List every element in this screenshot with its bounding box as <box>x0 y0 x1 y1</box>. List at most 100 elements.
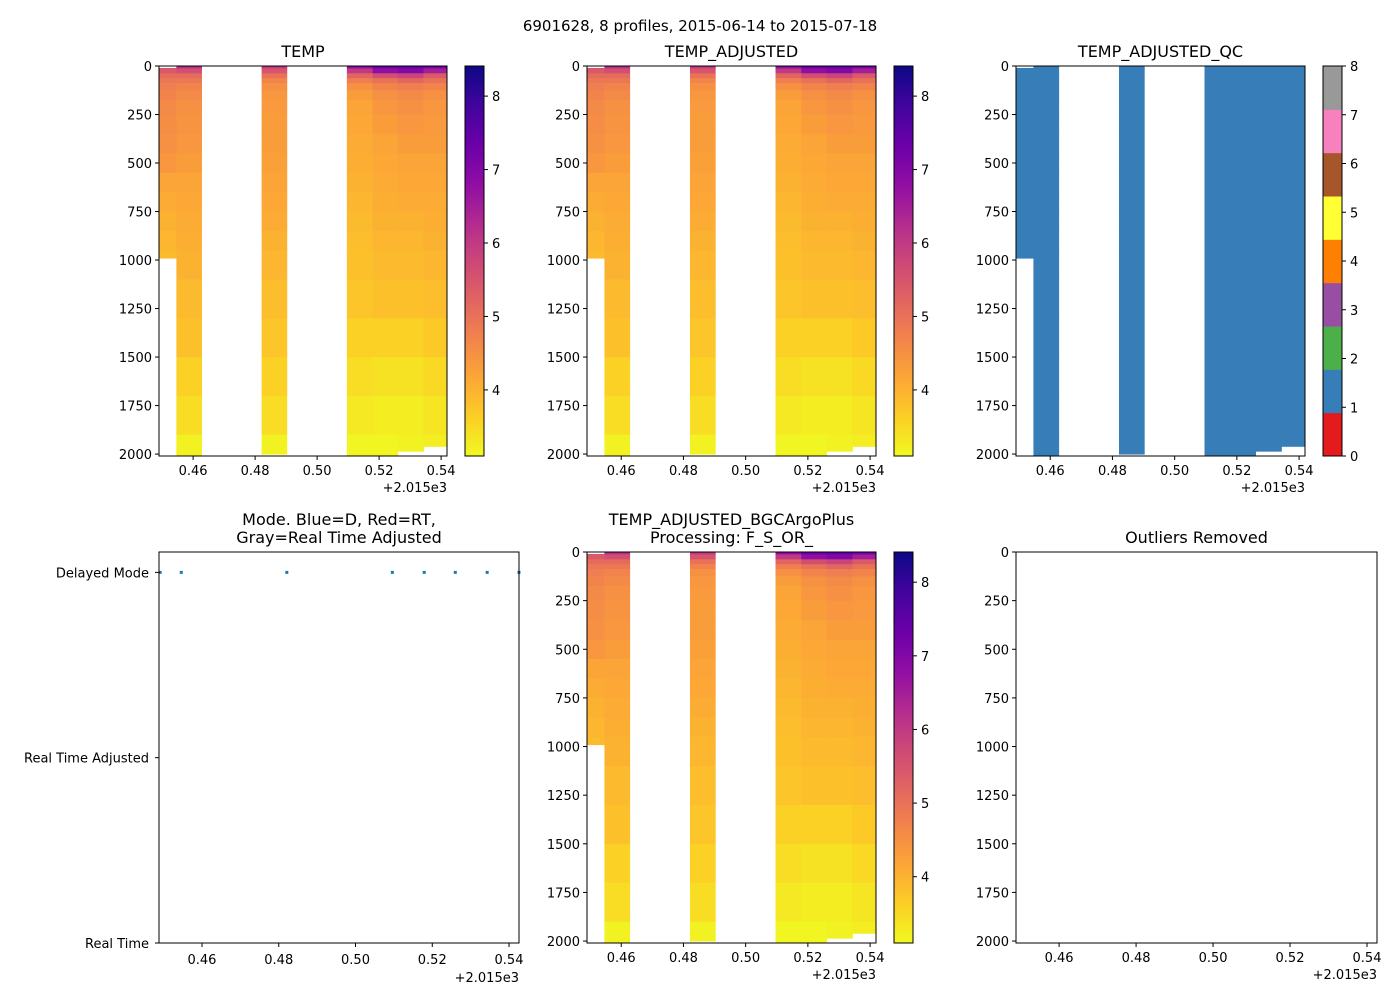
heatmap-cell <box>852 90 877 101</box>
heatmap-cell <box>1281 133 1306 154</box>
heatmap-cell <box>689 586 716 602</box>
heatmap-cell <box>826 172 853 193</box>
heatmap-cell <box>801 211 828 232</box>
x-tick-label: 0.50 <box>731 464 760 479</box>
heatmap-cell <box>775 804 802 845</box>
heatmap-cell <box>1230 133 1257 154</box>
x-tick-label: 0.48 <box>264 953 293 968</box>
heatmap-cell <box>604 586 631 602</box>
heatmap-cell <box>1230 211 1257 232</box>
heatmap-cell <box>801 697 828 718</box>
heatmap-cell <box>1281 318 1306 358</box>
heatmap-cell <box>587 78 605 84</box>
heatmap-cell <box>826 697 853 718</box>
heatmap-cell <box>1033 90 1060 101</box>
heatmap-cell <box>689 678 716 699</box>
heatmap-cell <box>775 192 802 213</box>
heatmap-cell <box>261 133 288 154</box>
heatmap-cell <box>1230 114 1257 135</box>
heatmap-cell <box>159 153 177 174</box>
mode-point <box>485 570 489 574</box>
heatmap-cell <box>604 678 631 699</box>
heatmap-cell <box>261 153 288 174</box>
x-tick-label: 0.52 <box>793 951 822 966</box>
heatmap-cell <box>826 559 853 565</box>
heatmap-cell <box>801 600 828 621</box>
heatmap-cell <box>261 250 288 280</box>
heatmap-cell <box>826 843 853 884</box>
heatmap-cell <box>689 99 716 116</box>
axes-frame <box>158 65 448 457</box>
heatmap-cell <box>261 68 288 74</box>
y-tick-label: 0 <box>572 546 580 561</box>
heatmap-cell <box>801 153 828 174</box>
heatmap-cell <box>261 114 288 135</box>
x-offset-label: +2.015e3 <box>1313 968 1377 983</box>
heatmap-cell <box>261 230 288 251</box>
heatmap-cell <box>801 843 828 884</box>
heatmap-cell <box>587 620 605 641</box>
heatmap-cell <box>397 90 424 101</box>
heatmap-cell <box>1118 90 1145 101</box>
colorbar <box>464 65 485 457</box>
x-tick-label: 0.48 <box>1122 951 1151 966</box>
heatmap-cell <box>826 82 853 91</box>
heatmap-cell <box>604 82 631 91</box>
x-tick-label: 0.52 <box>1276 951 1305 966</box>
heatmap-cell <box>801 620 828 641</box>
heatmap-cell <box>604 620 631 641</box>
heatmap-cell <box>826 620 853 641</box>
heatmap-cell <box>1255 90 1282 101</box>
panel-title-line2: Gray=Real Time Adjusted <box>236 528 442 547</box>
heatmap-cell <box>826 133 853 154</box>
heatmap-cell <box>423 68 448 74</box>
y-tick-label: 0 <box>572 60 580 75</box>
x-tick-label: 0.50 <box>1199 951 1228 966</box>
heatmap-cell <box>176 230 202 251</box>
heatmap-cell <box>826 765 853 806</box>
heatmap-cell <box>775 620 802 641</box>
heatmap-cell <box>176 395 202 436</box>
heatmap-cell <box>346 250 374 280</box>
colorbar-tick-label: 4 <box>492 384 500 399</box>
heatmap-cell <box>1016 153 1034 174</box>
heatmap-cell <box>423 211 448 232</box>
colorbar-tick-label: 0 <box>1350 450 1358 465</box>
colorbar-tick-label: 5 <box>921 310 929 325</box>
x-tick-label: 0.50 <box>341 953 370 968</box>
heatmap-cell <box>372 318 399 358</box>
heatmap-cell <box>1255 99 1282 116</box>
heatmap-cell <box>587 717 605 738</box>
y-tick-label: 1750 <box>976 400 1009 415</box>
heatmap-cell <box>1016 90 1034 101</box>
heatmap-cell <box>176 172 202 193</box>
heatmap-cell <box>372 68 399 74</box>
heatmap-cell <box>826 99 853 116</box>
heatmap-cell <box>604 90 631 101</box>
heatmap-cell <box>604 569 631 577</box>
heatmap-cell <box>372 78 399 84</box>
heatmap-cell <box>801 554 828 560</box>
heatmap-cell <box>1204 211 1231 232</box>
heatmap-cell <box>775 66 802 69</box>
heatmap-cell <box>689 736 716 767</box>
heatmap-cell <box>1255 230 1282 251</box>
heatmap-cell <box>801 318 828 358</box>
heatmap-cell <box>689 357 716 397</box>
colorbar-tick-label: 5 <box>492 310 500 325</box>
x-tick-label: 0.52 <box>1222 464 1251 479</box>
y-tick-label: Real Time Adjusted <box>24 752 149 767</box>
colorbar-segment <box>1323 239 1342 284</box>
heatmap-cell <box>397 66 424 69</box>
heatmap-cell <box>689 250 716 280</box>
heatmap-cell <box>826 318 853 358</box>
heatmap-cell <box>587 736 605 746</box>
heatmap-cell <box>159 90 177 101</box>
heatmap-cell <box>346 114 374 135</box>
heatmap-cell <box>346 172 374 193</box>
heatmap-cell <box>852 78 877 84</box>
heatmap-cell <box>423 99 448 116</box>
heatmap-cell <box>587 153 605 174</box>
heatmap-cell <box>397 434 424 452</box>
